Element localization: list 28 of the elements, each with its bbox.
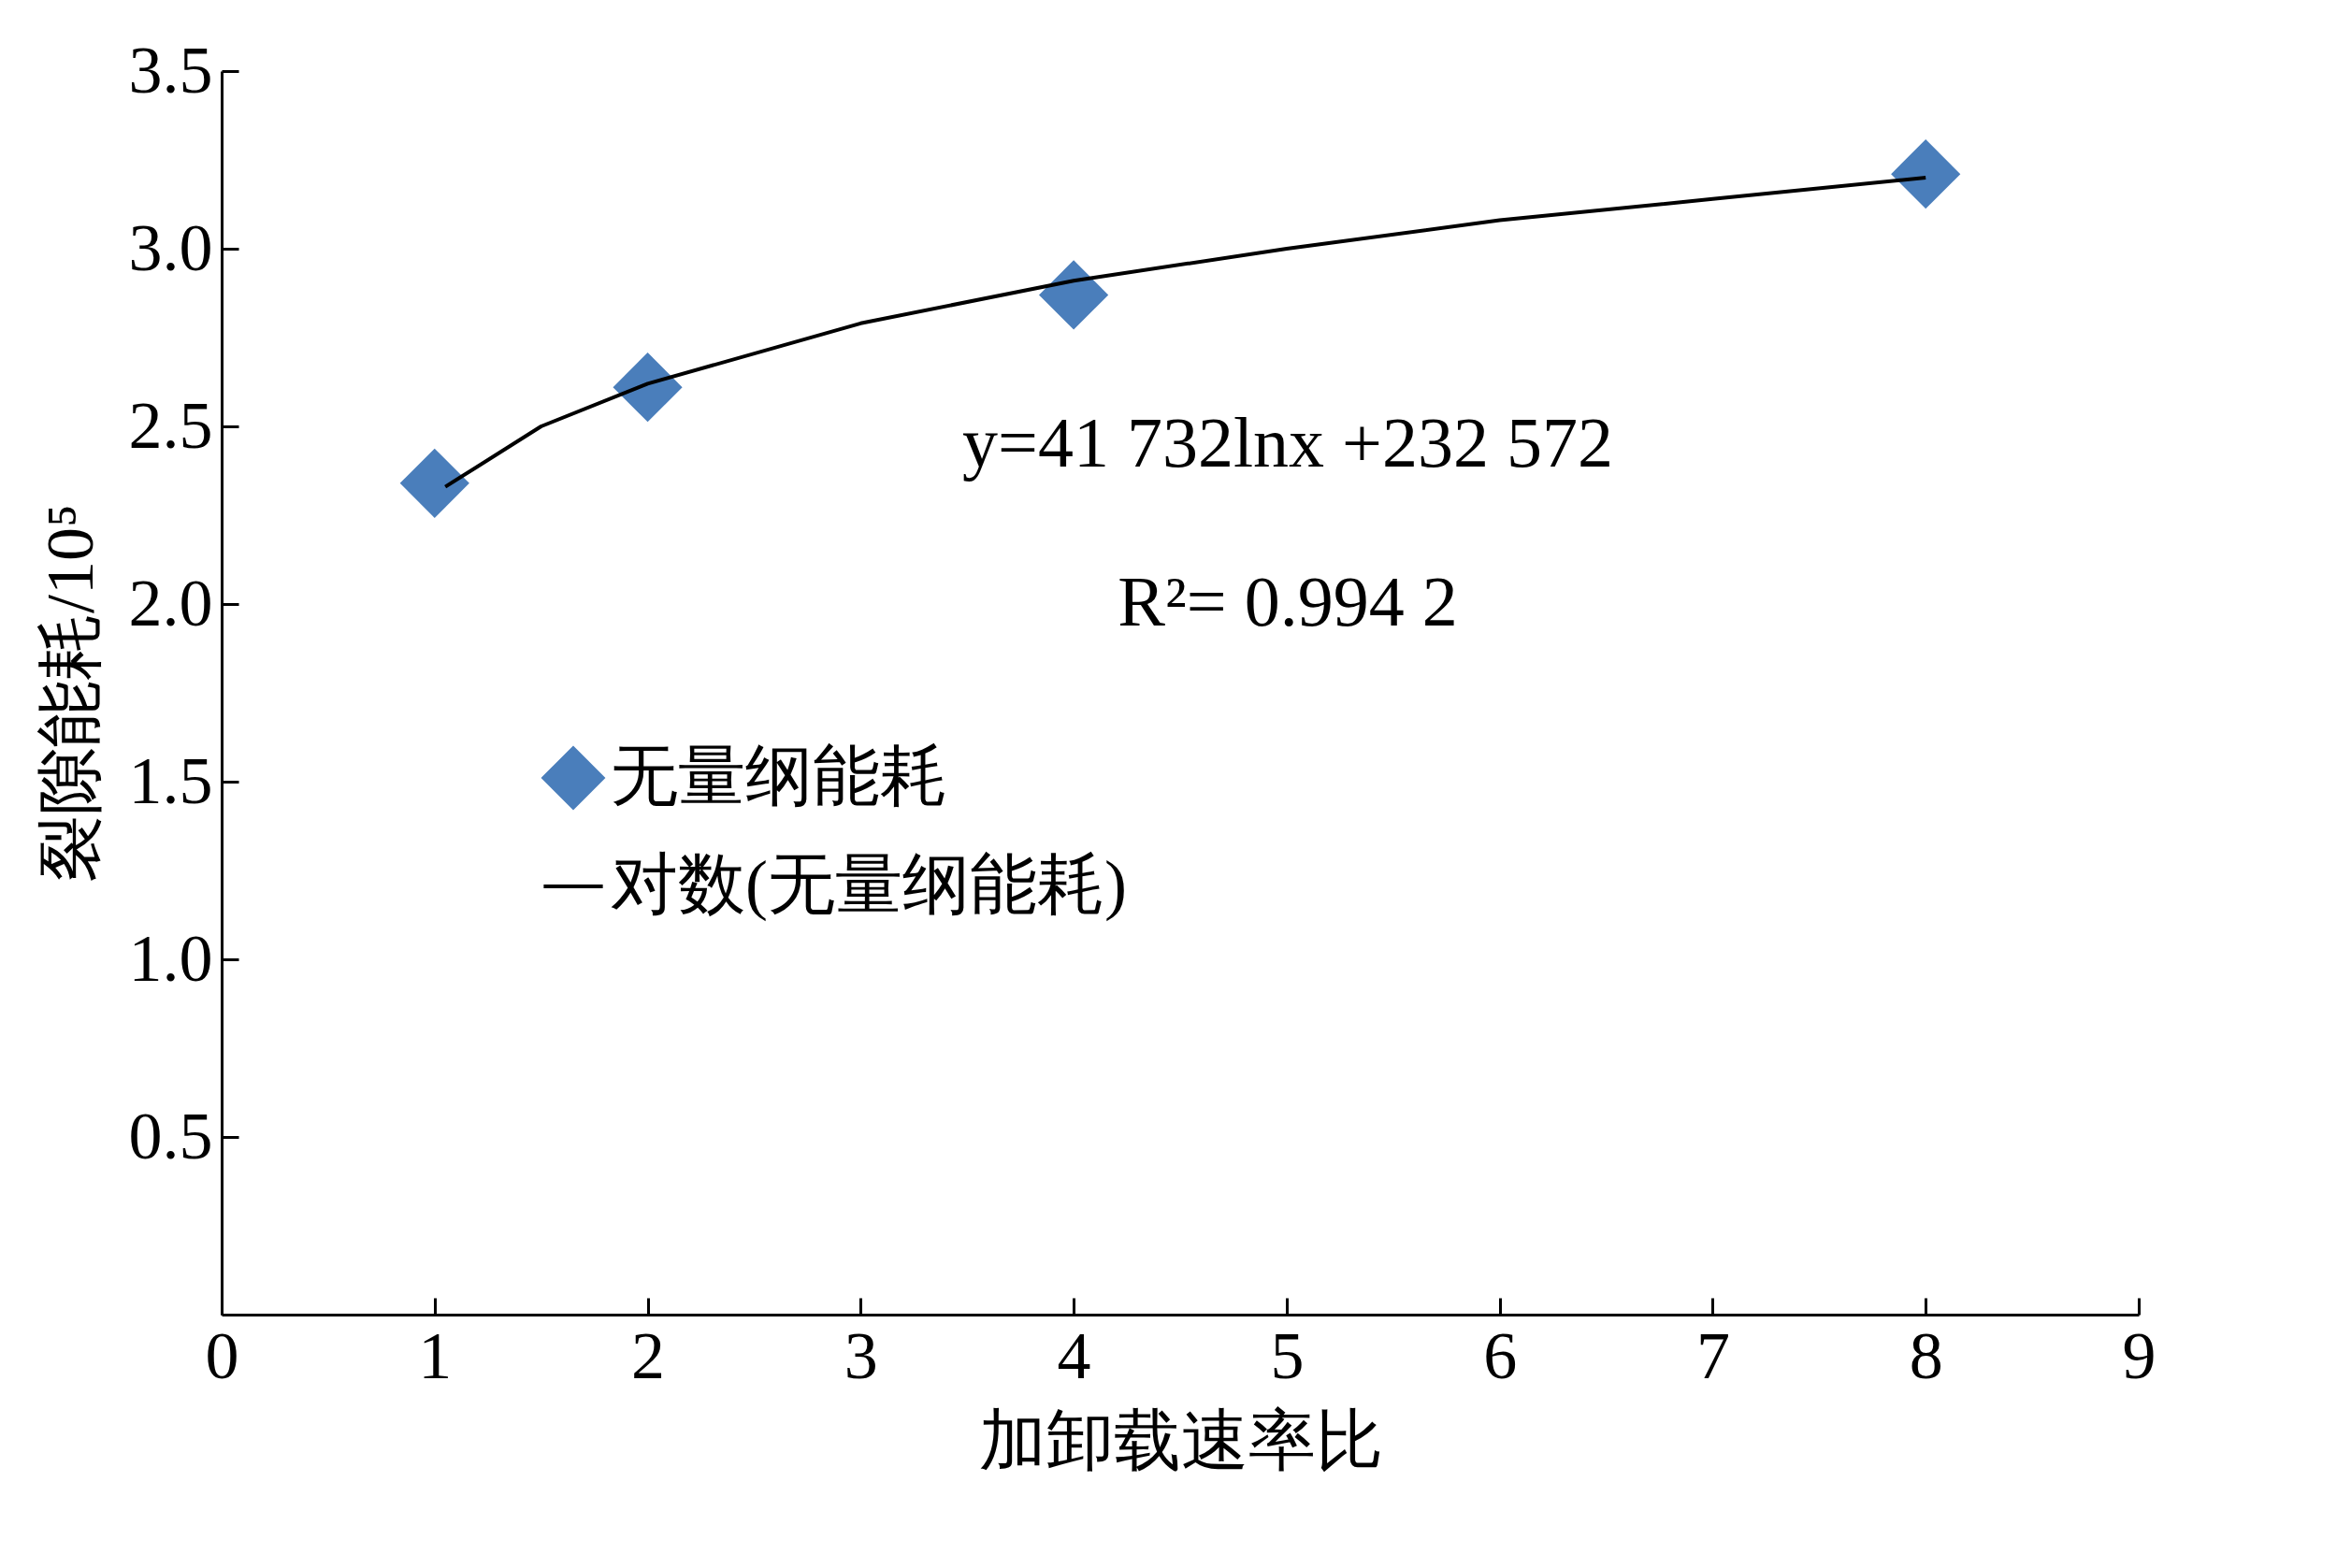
- point: [613, 352, 683, 423]
- point: [1891, 139, 1961, 209]
- y-tick-label: 2.0: [128, 565, 213, 640]
- point: [1039, 260, 1109, 330]
- x-tick-label: 4: [1057, 1317, 1091, 1393]
- x-tick-label: 7: [1695, 1317, 1730, 1393]
- x-tick-label: 6: [1483, 1317, 1518, 1393]
- annotation: y=41 732lnx +232 572: [962, 403, 1613, 482]
- x-tick-label: 9: [2122, 1317, 2156, 1393]
- legend-label: 无量纲能耗: [611, 739, 947, 813]
- y-tick-label: 3.0: [128, 209, 213, 285]
- legend-label: 对数(无量纲能耗): [611, 847, 1127, 922]
- x-tick-label: 5: [1270, 1317, 1305, 1393]
- y-tick-label: 1.5: [128, 742, 213, 818]
- x-tick-label: 2: [631, 1317, 666, 1393]
- x-tick-label: 1: [418, 1317, 453, 1393]
- y-tick-label: 1.0: [128, 920, 213, 996]
- y-axis-title: 裂隙能耗/10⁵: [32, 503, 108, 884]
- x-tick-label: 0: [205, 1317, 239, 1393]
- x-axis-title: 加卸载速率比: [978, 1403, 1383, 1478]
- y-tick-label: 2.5: [128, 387, 213, 463]
- y-tick-label: 0.5: [128, 1098, 213, 1173]
- x-tick-label: 3: [844, 1317, 878, 1393]
- y-tick-label: 3.5: [128, 32, 213, 108]
- point: [399, 448, 469, 518]
- annotation: R²= 0.994 2: [1118, 562, 1458, 640]
- x-tick-label: 8: [1909, 1317, 1943, 1393]
- line-series: [443, 176, 1928, 489]
